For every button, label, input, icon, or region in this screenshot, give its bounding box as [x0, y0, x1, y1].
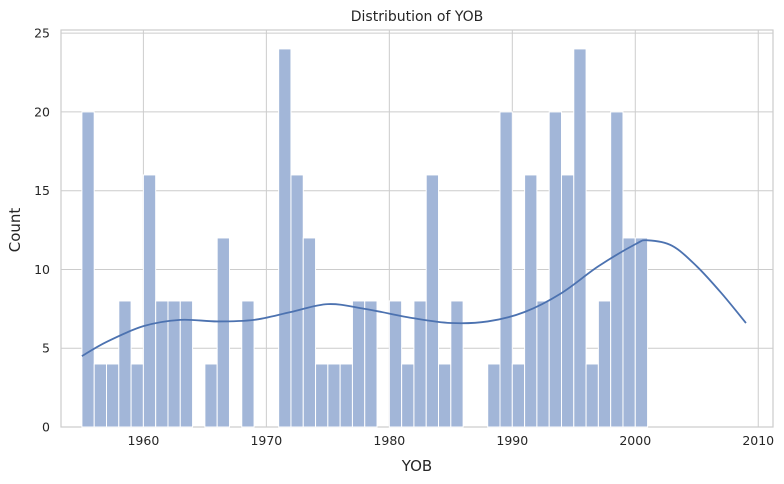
- y-tick-label: 15: [34, 183, 50, 198]
- histogram-bar: [487, 363, 501, 428]
- histogram-bar: [536, 300, 550, 428]
- histogram-bar: [450, 300, 464, 428]
- histogram-bar: [634, 237, 649, 428]
- x-tick-label: 1960: [127, 433, 159, 448]
- histogram-bar: [573, 48, 587, 428]
- histogram-bar: [438, 363, 452, 428]
- histogram-bar: [597, 300, 612, 428]
- histogram-bar: [327, 363, 341, 428]
- histogram-bar: [204, 363, 218, 428]
- y-tick-label: 5: [42, 341, 50, 356]
- x-tick-label: 2010: [742, 433, 774, 448]
- histogram-bar: [142, 174, 157, 428]
- histogram-bar: [155, 300, 169, 428]
- histogram-bar: [585, 363, 599, 428]
- histogram-bar: [81, 111, 95, 428]
- histogram-bar: [622, 237, 636, 428]
- x-tick-label: 1990: [496, 433, 528, 448]
- x-axis-label: YOB: [401, 457, 432, 475]
- x-tick-label: 1970: [250, 433, 282, 448]
- histogram-bar: [315, 363, 329, 428]
- histogram-bar: [93, 363, 107, 428]
- histogram-bar: [548, 111, 562, 428]
- histogram-bar: [290, 174, 304, 428]
- histogram-bar: [118, 300, 132, 428]
- x-tick-label: 1980: [373, 433, 405, 448]
- histogram-bar: [105, 363, 120, 428]
- histogram-bar: [130, 363, 144, 428]
- histogram-bar: [388, 300, 403, 428]
- histogram-bar: [499, 111, 513, 428]
- x-tick-labels: 1960 1970 1980 1990 2000 2010: [127, 433, 774, 448]
- histogram-bar: [351, 300, 366, 428]
- y-tick-label: 20: [34, 104, 50, 119]
- histogram-bars: [81, 48, 649, 428]
- chart-title: Distribution of YOB: [351, 9, 483, 25]
- x-tick-label: 2000: [619, 433, 651, 448]
- histogram-bar: [560, 174, 575, 428]
- y-tick-label: 10: [34, 262, 50, 277]
- y-tick-labels: 0 5 10 15 20 25: [34, 26, 50, 435]
- y-tick-label: 25: [34, 26, 50, 41]
- histogram-bar: [524, 174, 538, 428]
- kde-line: [81, 239, 747, 357]
- histogram-bar: [511, 363, 526, 428]
- histogram-bar: [302, 237, 317, 428]
- y-axis-label: Count: [6, 208, 24, 253]
- histogram-bar: [339, 363, 353, 428]
- histogram-bar: [278, 48, 292, 428]
- histogram-bar: [364, 300, 378, 428]
- histogram-bar: [179, 300, 194, 428]
- histogram-bar: [425, 174, 440, 428]
- histogram-bar: [401, 363, 415, 428]
- y-tick-label: 0: [42, 420, 50, 435]
- histogram-bar: [610, 111, 624, 428]
- histogram-bar: [216, 237, 230, 428]
- histogram-bar: [241, 300, 255, 428]
